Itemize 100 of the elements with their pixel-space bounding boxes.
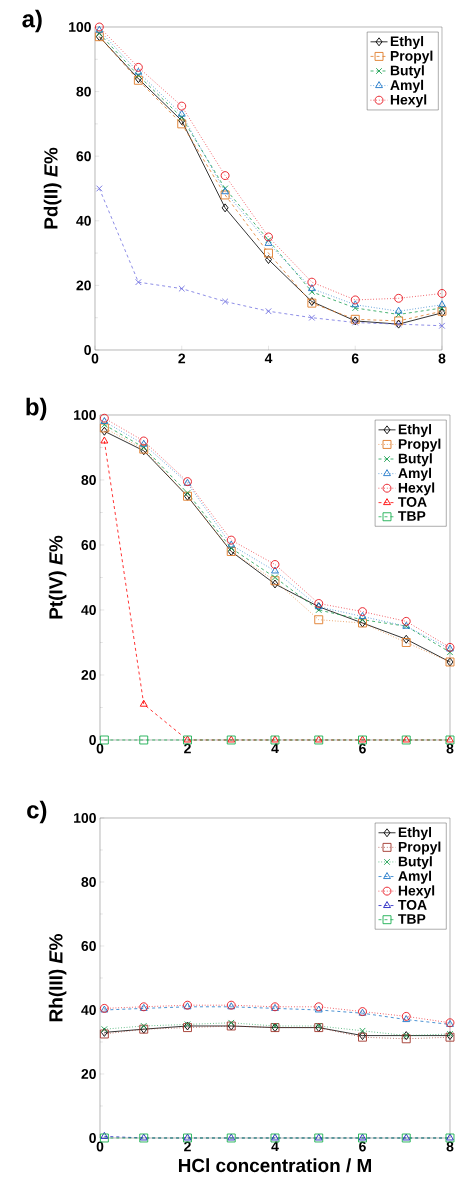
point [308, 314, 316, 321]
legend-label: Amyl [398, 467, 432, 481]
point [101, 1025, 108, 1033]
x-tick-label: 8 [438, 353, 446, 364]
point [358, 612, 367, 619]
point [402, 634, 410, 644]
point [394, 293, 404, 303]
point [134, 67, 143, 75]
legend-label: Butyl [398, 453, 432, 467]
y-axis-title: Pd(II) E% [43, 147, 62, 229]
point [227, 540, 236, 548]
point [178, 285, 186, 292]
y-tick-label: 100 [74, 813, 96, 823]
chart-title: c) [27, 800, 47, 824]
y-axis-title: Pt(IV) E% [48, 535, 67, 619]
point [265, 307, 272, 315]
point [401, 616, 411, 626]
legend-label: TBP [398, 914, 426, 924]
y-tick-label: 0 [89, 1133, 96, 1143]
x-tick-label: 6 [359, 743, 366, 754]
x-tick-label: 6 [351, 353, 359, 364]
point [270, 560, 280, 569]
point [100, 436, 109, 444]
point [351, 304, 359, 312]
point [177, 101, 187, 111]
chart-title: b) [26, 397, 47, 421]
point [265, 255, 272, 264]
x-tick-label: 2 [178, 353, 186, 364]
y-tick-label: 0 [84, 345, 91, 355]
legend-label: Ethyl [390, 36, 424, 50]
legend-label: TBP [398, 511, 426, 521]
chart-title: a) [22, 9, 42, 33]
point [314, 615, 324, 625]
point [227, 1019, 235, 1027]
point [264, 232, 273, 242]
legend-label: Hexyl [390, 94, 427, 108]
y-tick-label: 20 [76, 280, 91, 291]
point [135, 278, 142, 286]
point [315, 606, 323, 614]
legend-label: Amyl [390, 79, 424, 93]
legend-label: Ethyl [398, 424, 432, 438]
point [140, 1022, 148, 1030]
point [359, 616, 366, 624]
y-tick-label: 80 [81, 877, 96, 887]
point [139, 699, 148, 707]
point [220, 190, 230, 200]
point [437, 289, 447, 298]
y-tick-label: 80 [81, 475, 96, 485]
y-tick-label: 100 [74, 410, 96, 420]
point [100, 1131, 109, 1139]
point [350, 295, 360, 305]
point [184, 489, 191, 497]
x-axis-title: HCl concentration / M [178, 1158, 371, 1173]
point [226, 535, 236, 545]
y-tick-label: 100 [69, 22, 91, 32]
y-tick-label: 60 [76, 151, 91, 162]
point [96, 30, 103, 37]
x-tick-label: 8 [446, 743, 454, 754]
legend-label: Amyl [398, 870, 432, 884]
legend-label: Propyl [398, 841, 441, 855]
x-tick-label: 4 [264, 353, 273, 364]
point [133, 62, 143, 72]
point [401, 638, 411, 647]
point [307, 284, 316, 292]
y-tick-label: 80 [76, 86, 91, 97]
point [99, 413, 109, 423]
point [307, 277, 317, 287]
point [220, 171, 230, 180]
y-axis-title: Rh(III) E% [48, 934, 67, 1022]
point [351, 300, 360, 308]
point [139, 735, 149, 745]
legend-label: TOA [398, 899, 427, 910]
legend-label: TOA [398, 496, 427, 507]
point [96, 185, 103, 192]
x-tick-label: 6 [359, 1141, 366, 1152]
x-tick-label: 4 [271, 743, 279, 754]
legend-label: Butyl [398, 856, 432, 870]
point [438, 322, 446, 330]
point [394, 306, 403, 314]
y-tick-label: 40 [81, 605, 96, 615]
legend-label: Propyl [398, 438, 441, 452]
legend-label: Ethyl [398, 826, 432, 840]
y-tick-label: 60 [81, 540, 96, 550]
y-tick-label: 60 [81, 941, 96, 951]
legend-label: Hexyl [398, 482, 435, 496]
x-tick-label: 2 [184, 1141, 191, 1152]
point [402, 1015, 411, 1023]
point [271, 566, 279, 574]
y-tick-label: 0 [89, 735, 96, 745]
x-tick-label: 2 [184, 743, 191, 754]
y-tick-label: 40 [81, 1005, 96, 1015]
y-tick-label: 20 [81, 670, 96, 680]
point [221, 298, 229, 305]
point [178, 114, 186, 121]
point [177, 109, 186, 117]
x-tick-label: 8 [446, 1141, 454, 1152]
point [359, 1027, 366, 1035]
x-tick-label: 0 [96, 743, 104, 754]
point [401, 1011, 411, 1021]
x-tick-label: 4 [271, 1141, 279, 1152]
